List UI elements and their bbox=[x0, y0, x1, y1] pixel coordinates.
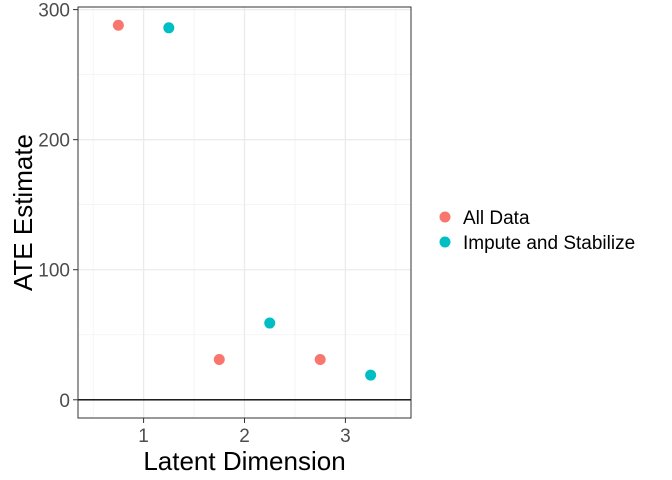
legend: All Data Impute and Stabilize bbox=[439, 208, 635, 254]
point-impute-and-stabilize bbox=[365, 369, 377, 381]
legend-key bbox=[439, 211, 451, 223]
x-axis: 1 2 3 bbox=[138, 418, 351, 447]
y-tick-label: 0 bbox=[59, 391, 70, 412]
y-axis: 0 100 200 300 bbox=[38, 1, 78, 412]
y-axis-title: ATE Estimate bbox=[8, 134, 38, 291]
y-tick-label: 300 bbox=[38, 1, 70, 22]
x-tick-label: 3 bbox=[340, 426, 351, 447]
point-all-data bbox=[213, 353, 225, 365]
point-impute-and-stabilize bbox=[264, 317, 276, 329]
point-all-data bbox=[112, 19, 124, 31]
x-tick-label: 1 bbox=[138, 426, 149, 447]
x-tick-label: 2 bbox=[239, 426, 250, 447]
legend-label: Impute and Stabilize bbox=[463, 233, 635, 254]
point-all-data bbox=[314, 353, 326, 365]
legend-key bbox=[439, 236, 451, 248]
legend-label: All Data bbox=[463, 208, 530, 229]
x-axis-title: Latent Dimension bbox=[143, 446, 345, 476]
point-impute-and-stabilize bbox=[163, 22, 175, 34]
y-tick-label: 100 bbox=[38, 261, 70, 282]
data-points bbox=[112, 19, 377, 381]
y-tick-label: 200 bbox=[38, 131, 70, 152]
